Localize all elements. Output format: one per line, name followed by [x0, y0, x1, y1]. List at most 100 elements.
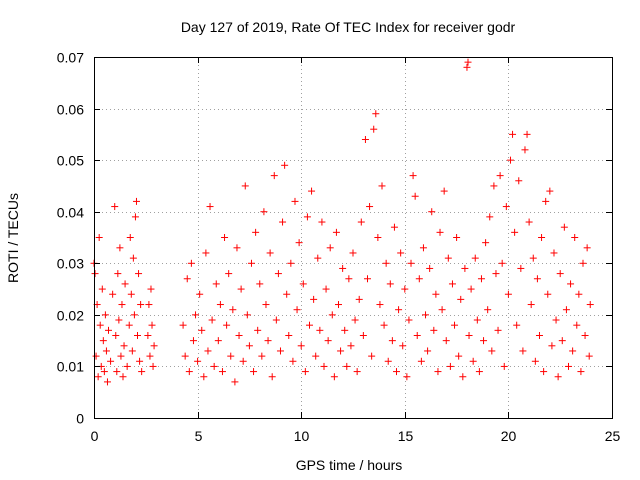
data-point — [463, 63, 471, 71]
data-point — [189, 337, 197, 345]
data-point — [144, 331, 152, 339]
data-point — [482, 239, 490, 247]
data-point — [374, 234, 382, 241]
data-point — [409, 172, 417, 180]
data-point — [135, 270, 143, 278]
data-point — [442, 337, 450, 345]
data-point — [550, 249, 558, 257]
data-point — [316, 326, 324, 334]
data-point — [264, 337, 272, 345]
data-point — [125, 321, 133, 329]
y-tick-label: 0.05 — [57, 153, 84, 169]
data-point — [206, 203, 214, 211]
data-point — [194, 357, 202, 365]
data-point — [446, 362, 454, 370]
data-point — [509, 130, 517, 138]
data-point — [94, 373, 102, 381]
data-point — [218, 368, 226, 376]
data-point — [370, 125, 378, 133]
data-point — [475, 368, 483, 376]
data-point — [187, 259, 195, 267]
data-point — [239, 357, 247, 365]
data-point — [260, 208, 268, 216]
data-point — [214, 337, 222, 345]
data-point — [480, 337, 488, 345]
data-point — [569, 347, 577, 355]
data-point — [513, 321, 521, 329]
data-point — [250, 368, 258, 376]
y-tick-label: 0.04 — [57, 205, 84, 221]
data-point — [422, 311, 430, 319]
data-point — [305, 321, 313, 329]
data-point — [92, 352, 100, 360]
data-point — [121, 280, 129, 288]
data-point — [243, 311, 251, 319]
data-point — [424, 347, 432, 355]
x-tick-label: 10 — [294, 428, 310, 444]
data-point — [517, 264, 525, 272]
data-point — [129, 254, 137, 262]
data-point — [297, 342, 305, 350]
data-point — [540, 368, 548, 376]
data-point — [417, 357, 425, 365]
data-point — [291, 197, 299, 205]
data-point — [237, 285, 245, 293]
data-point — [490, 182, 498, 190]
data-point — [293, 306, 301, 314]
data-point — [310, 295, 318, 303]
data-point — [145, 301, 153, 309]
data-point — [586, 301, 594, 309]
data-point — [95, 234, 103, 241]
data-point — [341, 326, 349, 334]
data-point — [407, 259, 415, 267]
data-point — [270, 172, 278, 180]
data-point — [457, 295, 465, 303]
data-point — [101, 311, 109, 319]
data-point — [299, 280, 307, 288]
data-point — [204, 347, 212, 355]
data-point — [126, 234, 134, 241]
data-point — [484, 306, 492, 314]
data-point — [515, 177, 523, 185]
data-point — [577, 368, 585, 376]
data-point — [506, 156, 514, 164]
data-point — [256, 280, 264, 288]
data-point — [148, 321, 156, 329]
data-point — [138, 368, 146, 376]
data-point — [301, 368, 309, 376]
data-point — [146, 352, 154, 360]
data-point — [467, 285, 475, 293]
data-point — [464, 58, 472, 66]
data-point — [102, 347, 110, 355]
data-point — [349, 249, 357, 257]
data-point — [403, 373, 411, 381]
data-point — [345, 275, 353, 283]
data-point — [583, 244, 591, 252]
data-point — [225, 270, 233, 278]
data-point — [235, 331, 243, 339]
data-point — [564, 362, 572, 370]
data-point — [473, 316, 481, 324]
data-point — [115, 316, 123, 324]
data-point — [554, 373, 562, 381]
data-point — [527, 301, 535, 309]
data-point — [436, 228, 444, 236]
data-point — [324, 337, 332, 345]
data-point — [453, 234, 461, 241]
data-point — [529, 254, 537, 262]
data-point — [252, 228, 260, 236]
y-tick-label: 0.02 — [57, 308, 84, 324]
data-point — [105, 326, 113, 334]
data-point — [334, 301, 342, 309]
data-point — [266, 249, 274, 257]
data-point — [434, 368, 442, 376]
x-tick-label: 20 — [501, 428, 517, 444]
data-point — [118, 301, 126, 309]
data-point — [521, 146, 529, 154]
data-point — [112, 331, 120, 339]
data-point — [357, 218, 365, 226]
data-point — [179, 321, 187, 329]
data-point — [136, 357, 144, 365]
data-point — [376, 301, 384, 309]
